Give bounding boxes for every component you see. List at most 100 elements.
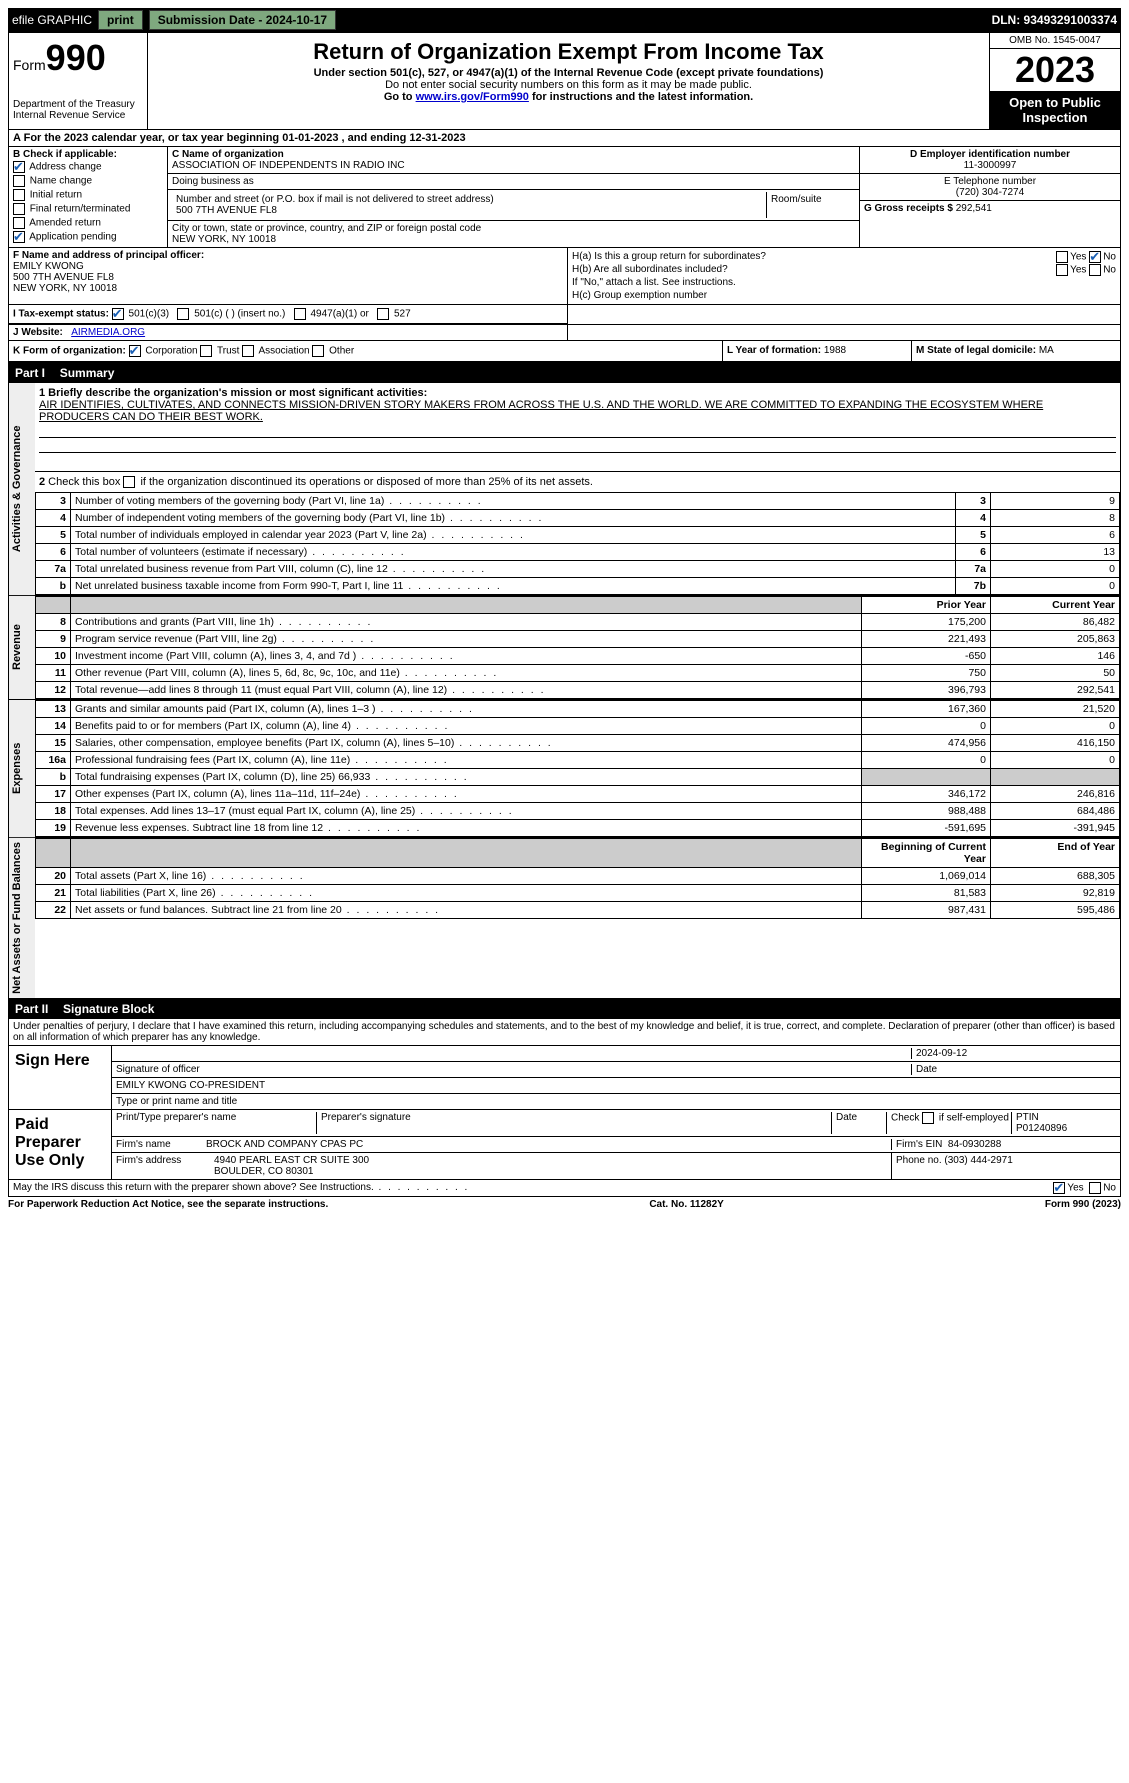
table-row: 13Grants and similar amounts paid (Part … bbox=[36, 701, 1120, 718]
officer-name-title: EMILY KWONG CO-PRESIDENT bbox=[112, 1078, 1120, 1094]
box-i: I Tax-exempt status: 501(c)(3) 501(c) ( … bbox=[13, 307, 563, 321]
officer-addr1: 500 7TH AVENUE FL8 bbox=[13, 272, 563, 283]
box-k-label: K Form of organization: bbox=[13, 346, 126, 357]
tab-net-assets: Net Assets or Fund Balances bbox=[9, 838, 35, 998]
firm-phone: (303) 444-2971 bbox=[944, 1155, 1012, 1166]
box-g-label: G Gross receipts $ bbox=[864, 203, 953, 214]
part1-netassets: Net Assets or Fund Balances Beginning of… bbox=[8, 838, 1121, 999]
date-label: Date bbox=[911, 1064, 1116, 1075]
table-row: 21Total liabilities (Part X, line 26)81,… bbox=[36, 885, 1120, 902]
box-e-label: E Telephone number bbox=[864, 176, 1116, 187]
part1-governance: Activities & Governance 1 Briefly descri… bbox=[8, 383, 1121, 596]
paperwork-notice: For Paperwork Reduction Act Notice, see … bbox=[8, 1199, 328, 1210]
h-note: If "No," attach a list. See instructions… bbox=[572, 276, 1116, 289]
h-b: H(b) Are all subordinates included? Yes … bbox=[572, 263, 1116, 276]
check-application-pending[interactable]: Application pending bbox=[29, 232, 116, 243]
table-row: 8Contributions and grants (Part VIII, li… bbox=[36, 614, 1120, 631]
section-klm: K Form of organization: Corporation Trus… bbox=[8, 341, 1121, 363]
firm-name: BROCK AND COMPANY CPAS PC bbox=[206, 1139, 891, 1150]
box-j-label: J Website: bbox=[13, 327, 63, 338]
telephone: (720) 304-7274 bbox=[864, 187, 1116, 198]
officer-addr2: NEW YORK, NY 10018 bbox=[13, 283, 563, 294]
table-row: 12Total revenue—add lines 8 through 11 (… bbox=[36, 682, 1120, 699]
q2: 2 Check this box if the organization dis… bbox=[35, 472, 1120, 492]
cat-no: Cat. No. 11282Y bbox=[649, 1199, 723, 1210]
table-row: bNet unrelated business taxable income f… bbox=[36, 578, 1120, 595]
ein: 11-3000997 bbox=[864, 160, 1116, 171]
dln: DLN: 93493291003374 bbox=[992, 13, 1117, 27]
sig-officer-label: Signature of officer bbox=[116, 1064, 911, 1075]
goto-line: Go to www.irs.gov/Form990 for instructio… bbox=[152, 91, 985, 103]
state-domicile: MA bbox=[1039, 345, 1054, 356]
ptin: P01240896 bbox=[1016, 1123, 1067, 1134]
paid-preparer-block: Paid Preparer Use Only Print/Type prepar… bbox=[8, 1110, 1121, 1180]
gross-receipts: 292,541 bbox=[956, 203, 992, 214]
paid-preparer-label: Paid Preparer Use Only bbox=[9, 1110, 112, 1179]
check-name-change[interactable]: Name change bbox=[30, 176, 92, 187]
table-row: 14Benefits paid to or for members (Part … bbox=[36, 718, 1120, 735]
website-link[interactable]: AIRMEDIA.ORG bbox=[71, 327, 145, 338]
form-number: Form990 bbox=[13, 37, 143, 79]
check-amended[interactable]: Amended return bbox=[29, 218, 101, 229]
netassets-table: Beginning of Current YearEnd of Year 20T… bbox=[35, 838, 1120, 919]
tab-expenses: Expenses bbox=[9, 700, 35, 837]
line-a: A For the 2023 calendar year, or tax yea… bbox=[8, 130, 1121, 147]
sig-date: 2024-09-12 bbox=[911, 1048, 1116, 1059]
prep-name-label: Print/Type preparer's name bbox=[116, 1112, 317, 1134]
city-label: City or town, state or province, country… bbox=[172, 223, 855, 234]
table-row: 18Total expenses. Add lines 13–17 (must … bbox=[36, 803, 1120, 820]
top-bar: efile GRAPHIC print Submission Date - 20… bbox=[8, 8, 1121, 32]
table-row: 16aProfessional fundraising fees (Part I… bbox=[36, 752, 1120, 769]
table-row: 19Revenue less expenses. Subtract line 1… bbox=[36, 820, 1120, 837]
box-b-label: B Check if applicable: bbox=[13, 149, 163, 160]
table-row: 22Net assets or fund balances. Subtract … bbox=[36, 902, 1120, 919]
table-row: 20Total assets (Part X, line 16)1,069,01… bbox=[36, 868, 1120, 885]
governance-table: 3Number of voting members of the governi… bbox=[35, 492, 1120, 595]
table-row: bTotal fundraising expenses (Part IX, co… bbox=[36, 769, 1120, 786]
table-row: 9Program service revenue (Part VIII, lin… bbox=[36, 631, 1120, 648]
table-row: 7aTotal unrelated business revenue from … bbox=[36, 561, 1120, 578]
tab-revenue: Revenue bbox=[9, 596, 35, 699]
box-f-label: F Name and address of principal officer: bbox=[13, 250, 563, 261]
part1-expenses: Expenses 13Grants and similar amounts pa… bbox=[8, 700, 1121, 838]
firm-name-label: Firm's name bbox=[116, 1139, 206, 1150]
check-self[interactable]: Check if self-employed bbox=[887, 1112, 1012, 1134]
table-row: 10Investment income (Part VIII, column (… bbox=[36, 648, 1120, 665]
table-row: 3Number of voting members of the governi… bbox=[36, 493, 1120, 510]
discuss-line: May the IRS discuss this return with the… bbox=[8, 1180, 1121, 1197]
tax-year: 2023 bbox=[990, 49, 1120, 91]
h-a: H(a) Is this a group return for subordin… bbox=[572, 250, 1116, 263]
sign-here-label: Sign Here bbox=[9, 1046, 112, 1109]
revenue-table: Prior YearCurrent Year 8Contributions an… bbox=[35, 596, 1120, 699]
sign-here-block: Sign Here 2024-09-12 Signature of office… bbox=[8, 1046, 1121, 1110]
form-subtitle: Under section 501(c), 527, or 4947(a)(1)… bbox=[152, 67, 985, 79]
check-final-return[interactable]: Final return/terminated bbox=[30, 204, 131, 215]
table-row: 15Salaries, other compensation, employee… bbox=[36, 735, 1120, 752]
submission-date: Submission Date - 2024-10-17 bbox=[149, 10, 336, 30]
section-j: J Website: AIRMEDIA.ORG bbox=[8, 325, 1121, 341]
penalty-statement: Under penalties of perjury, I declare th… bbox=[8, 1019, 1121, 1046]
room-label: Room/suite bbox=[767, 192, 855, 218]
check-address-change[interactable]: Address change bbox=[29, 162, 101, 173]
print-button[interactable]: print bbox=[98, 10, 143, 30]
box-c-label: C Name of organization bbox=[172, 149, 855, 160]
firm-ein: 84-0930288 bbox=[948, 1139, 1001, 1150]
org-name: ASSOCIATION OF INDEPENDENTS IN RADIO INC bbox=[172, 160, 855, 171]
dba-label: Doing business as bbox=[168, 174, 859, 190]
firm-addr1: 4940 PEARL EAST CR SUITE 300 bbox=[214, 1155, 887, 1166]
form-title: Return of Organization Exempt From Incom… bbox=[152, 39, 985, 65]
firm-addr-label: Firm's address bbox=[112, 1153, 210, 1179]
section-fh: F Name and address of principal officer:… bbox=[8, 248, 1121, 305]
table-row: 4Number of independent voting members of… bbox=[36, 510, 1120, 527]
table-row: 5Total number of individuals employed in… bbox=[36, 527, 1120, 544]
form990-link[interactable]: www.irs.gov/Form990 bbox=[416, 91, 529, 103]
section-ij: I Tax-exempt status: 501(c)(3) 501(c) ( … bbox=[8, 305, 1121, 325]
firm-addr2: BOULDER, CO 80301 bbox=[214, 1166, 887, 1177]
street-address: 500 7TH AVENUE FL8 bbox=[176, 205, 762, 216]
q1-label: 1 Briefly describe the organization's mi… bbox=[39, 387, 1116, 399]
check-initial-return[interactable]: Initial return bbox=[30, 190, 82, 201]
h-c: H(c) Group exemption number bbox=[572, 289, 1116, 302]
part-2-header: Part II Signature Block bbox=[8, 999, 1121, 1019]
prep-sig-label: Preparer's signature bbox=[317, 1112, 832, 1134]
table-row: 6Total number of volunteers (estimate if… bbox=[36, 544, 1120, 561]
